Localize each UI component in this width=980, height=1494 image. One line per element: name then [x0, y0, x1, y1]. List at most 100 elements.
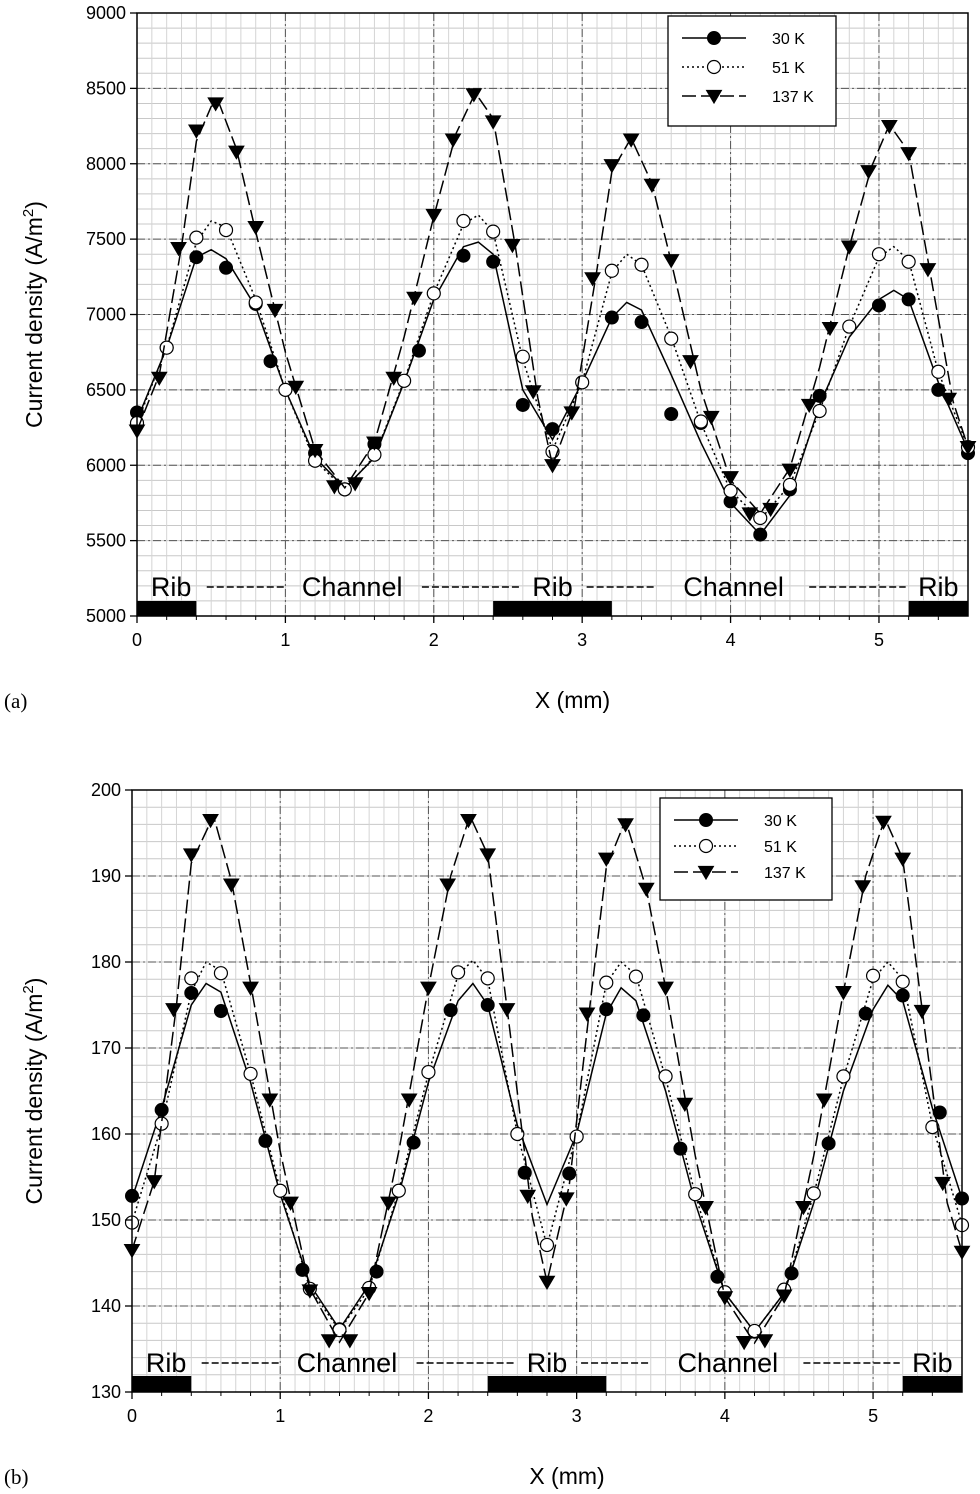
data-point [287, 380, 305, 395]
region-label-rib: Rib [532, 572, 573, 602]
data-point [222, 878, 240, 893]
data-point [604, 263, 619, 278]
data-point [658, 1069, 673, 1084]
data-point [782, 477, 798, 492]
y-tick-label: 180 [91, 952, 121, 972]
data-point [456, 213, 471, 229]
data-point [693, 414, 708, 429]
region-label-rib: Rib [146, 1348, 187, 1378]
minor-grid [131, 789, 963, 1393]
data-point [443, 1003, 458, 1018]
data-point [515, 349, 530, 364]
data-point [360, 1286, 378, 1302]
data-point [486, 224, 501, 239]
x-tick-label: 3 [577, 630, 587, 650]
data-point [544, 459, 561, 474]
legend-marker [705, 89, 723, 105]
data-point [213, 966, 229, 981]
rib-bar [493, 601, 612, 616]
data-point [480, 971, 495, 986]
data-point [865, 968, 881, 983]
data-point [569, 1129, 584, 1144]
y-tick-label: 140 [91, 1296, 121, 1316]
data-point [504, 239, 521, 254]
data-point [637, 882, 655, 898]
y-tick-label: 8500 [86, 78, 126, 98]
y-axis-label-main: Current density (A/m [21, 994, 47, 1205]
data-point [248, 295, 263, 310]
rib-bar [902, 1376, 962, 1392]
x-tick-label: 0 [132, 630, 142, 650]
data-point [895, 988, 910, 1003]
data-point [858, 1006, 873, 1021]
data-point [664, 331, 679, 346]
y-tick-label: 7500 [86, 229, 126, 249]
data-point [697, 1200, 714, 1216]
x-tick-label: 1 [275, 1406, 285, 1426]
data-point [258, 1133, 273, 1148]
data-point [871, 247, 887, 262]
data-point [243, 1066, 258, 1081]
data-point [913, 1004, 931, 1020]
data-point [189, 250, 204, 265]
data-point [426, 286, 441, 301]
data-point [218, 222, 234, 238]
data-point [835, 985, 852, 1001]
x-axis-label: X (mm) [535, 687, 610, 713]
data-point [662, 254, 680, 269]
y-axis-label: Current density (A/m2) [20, 978, 47, 1205]
chart-panel-b: Rib Channel Rib Channel Rib 0 1 2 3 4 5 130 140 150 16… [4, 780, 971, 1489]
data-point [842, 319, 857, 334]
y-tick-label: 6000 [86, 455, 126, 475]
data-point [840, 240, 858, 255]
series-137k [128, 88, 977, 522]
data-point [159, 340, 174, 355]
y-tick-label: 9000 [86, 3, 126, 23]
legend-label: 51 K [772, 60, 805, 77]
data-point [479, 848, 497, 863]
series-line [131, 982, 963, 1334]
data-point [821, 1136, 836, 1151]
data-point [753, 510, 768, 526]
data-point [400, 1093, 418, 1108]
data-point [385, 371, 403, 386]
data-point [578, 1007, 596, 1022]
panel-label: (b) [4, 1465, 29, 1489]
data-point [170, 242, 187, 257]
series-137k [123, 813, 971, 1351]
data-point [337, 482, 352, 497]
region-label-rib: Rib [912, 1348, 953, 1378]
y-tick-label: 170 [91, 1038, 121, 1058]
data-point [182, 848, 200, 863]
data-point [524, 385, 542, 400]
data-point [261, 1093, 279, 1108]
data-point [184, 971, 199, 986]
data-point [599, 975, 614, 990]
x-tick-label: 4 [726, 630, 736, 650]
legend: 30 K 51 K 137 K [667, 15, 837, 127]
legend: 30 K 51 K 137 K [659, 797, 833, 901]
data-point [145, 1175, 163, 1190]
data-point [484, 115, 502, 130]
data-point [617, 818, 634, 833]
legend-box [667, 15, 837, 127]
y-tick-label: 8000 [86, 154, 126, 174]
data-point [676, 1097, 694, 1113]
data-point [901, 254, 916, 269]
y-tick-label: 7000 [86, 305, 126, 325]
x-tick-label: 2 [423, 1406, 433, 1426]
data-point [213, 1004, 228, 1019]
region-label-channel: Channel [678, 1348, 779, 1378]
legend-marker [707, 31, 721, 45]
x-tick-label: 0 [127, 1406, 137, 1426]
data-point [806, 1186, 821, 1201]
data-point [931, 364, 946, 379]
data-point [202, 813, 219, 829]
y-axis-label-sup: 2 [20, 209, 37, 217]
data-point [880, 119, 898, 135]
data-point [439, 878, 457, 893]
data-point [545, 422, 560, 437]
data-point [391, 1183, 406, 1198]
data-point [242, 981, 259, 996]
